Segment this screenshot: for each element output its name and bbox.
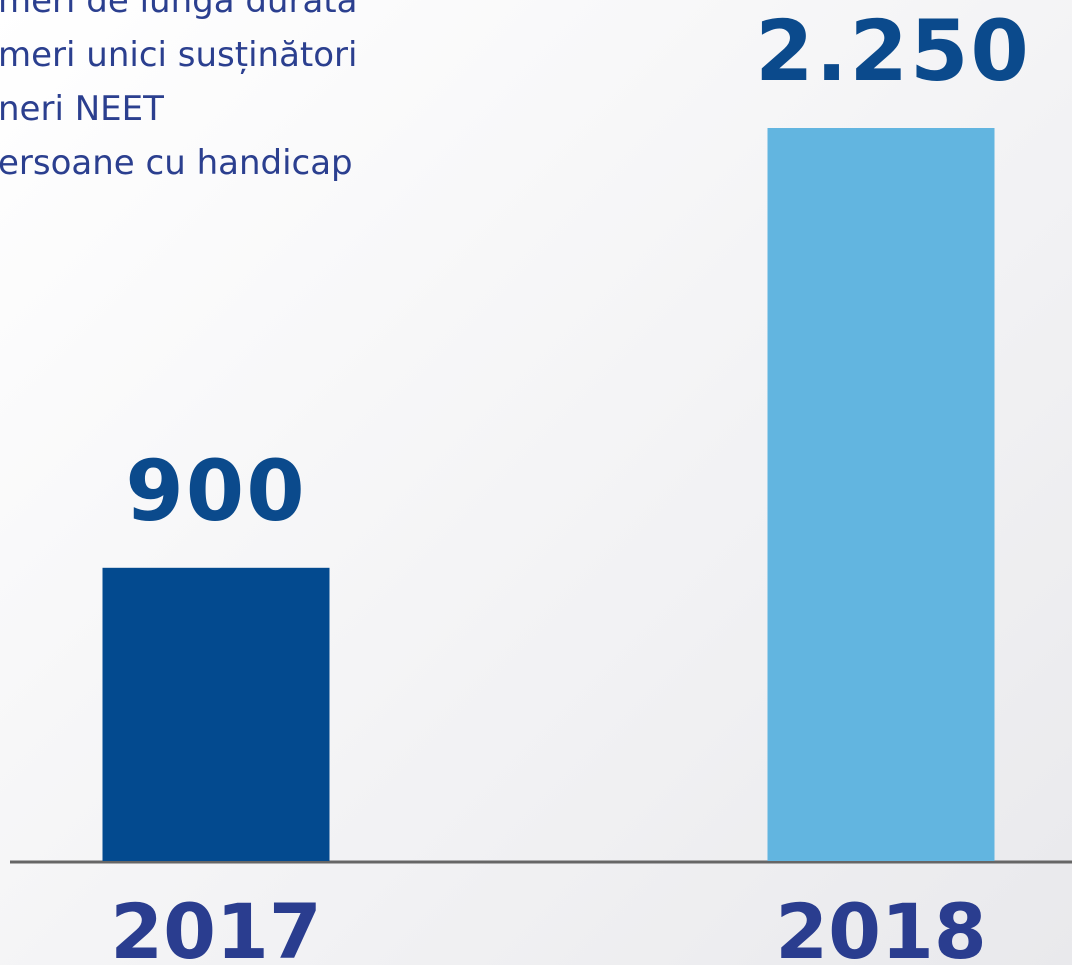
x-tick-label: 2017 <box>110 887 322 965</box>
annotation: meri de lungă durată <box>0 0 357 21</box>
bar <box>102 567 330 861</box>
value-label: 2.250 <box>755 2 1031 100</box>
annotation: meri unici susținători <box>0 35 357 75</box>
value-label: 900 <box>125 442 306 540</box>
annotation: neri NEET <box>0 89 164 129</box>
annotation: ersoane cu handicap <box>0 143 353 183</box>
bar <box>767 128 995 861</box>
x-tick-label: 2018 <box>775 887 987 965</box>
